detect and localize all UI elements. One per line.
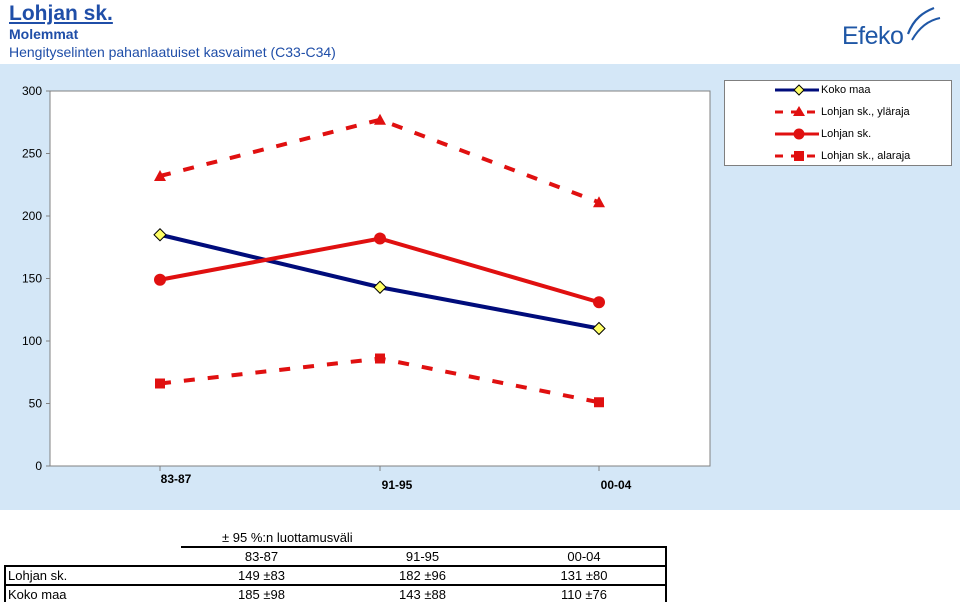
legend-label: Koko maa <box>821 84 871 96</box>
data-point-triangle <box>593 196 605 208</box>
data-point-triangle <box>374 113 386 125</box>
ci-col-header: 91-95 <box>342 546 503 566</box>
ci-cell: 149 ±83 <box>181 565 342 585</box>
data-point-triangle <box>154 170 166 181</box>
ci-cell: 185 ±98 <box>181 584 342 602</box>
data-point-square <box>375 353 385 364</box>
table-row: Lohjan sk. 149 ±83 182 ±96 131 ±80 <box>4 565 667 585</box>
ci-cell: 131 ±80 <box>503 565 667 585</box>
legend-item-koko-maa: Koko maa <box>725 81 953 101</box>
plot-area <box>49 90 711 467</box>
legend-item-lohjan: Lohjan sk. <box>725 125 953 145</box>
series-line-1 <box>159 117 600 205</box>
legend-koko-maa-swatch-icon <box>775 84 819 96</box>
ci-caption: ± 95 %:n luottamusväli <box>222 530 353 545</box>
data-point-diamond <box>592 321 606 336</box>
efeko-logo: Efeko <box>840 4 950 54</box>
data-point-square <box>594 397 604 408</box>
y-tick-label: 150 <box>22 272 42 286</box>
legend-lohjan-swatch-icon <box>775 128 819 140</box>
y-tick-label: 0 <box>35 459 42 473</box>
page-description: Hengityselinten pahanlaatuiset kasvaimet… <box>9 44 336 60</box>
data-point-square <box>155 378 165 389</box>
page-title: Lohjan sk. <box>9 2 113 25</box>
legend-label: Lohjan sk. <box>821 128 872 140</box>
ci-row-label: Lohjan sk. <box>4 565 181 585</box>
data-point-circle <box>593 296 605 309</box>
data-point-circle <box>374 232 386 245</box>
table-row: Koko maa 185 ±98 143 ±88 110 ±76 <box>4 584 667 602</box>
ci-table: 83-87 91-95 00-04 Lohjan sk. 149 ±83 182… <box>4 546 667 602</box>
ci-row-label: Koko maa <box>4 584 181 602</box>
ci-cell: 143 ±88 <box>342 584 503 602</box>
y-tick-label: 100 <box>22 334 42 348</box>
x-tick-label: 91-95 <box>382 478 413 492</box>
legend-ylaraja-swatch-icon <box>775 106 819 116</box>
y-tick-label: 300 <box>22 84 42 98</box>
logo-text: Efeko <box>842 22 904 50</box>
logo-swoosh-icon <box>906 6 941 41</box>
legend-label: Lohjan sk., alaraja <box>821 150 911 162</box>
legend-item-alaraja: Lohjan sk., alaraja <box>725 147 953 167</box>
ci-col-header: 00-04 <box>503 546 667 566</box>
x-tick-label: 83-87 <box>161 472 192 486</box>
ci-table-header: 83-87 91-95 00-04 <box>5 546 667 566</box>
y-tick-label: 200 <box>22 209 42 223</box>
legend-alaraja-swatch-icon <box>775 151 819 161</box>
ci-header-empty <box>5 547 181 566</box>
data-point-diamond <box>373 280 387 294</box>
y-tick-label: 50 <box>29 397 43 411</box>
data-point-diamond <box>153 228 167 242</box>
data-point-circle <box>154 273 166 286</box>
ci-col-header: 83-87 <box>181 546 342 566</box>
page-subtitle: Molemmat <box>9 26 79 42</box>
line-chart: 0 50 100 150 200 250 300 83-87 91-95 00-04 <box>22 84 711 492</box>
y-tick-label: 250 <box>22 147 42 161</box>
x-tick-label: 00-04 <box>601 478 632 492</box>
chart-legend: Koko maa Lohjan sk., yläraja Lohjan sk. … <box>724 80 952 166</box>
ci-cell: 182 ±96 <box>342 565 503 585</box>
ci-cell: 110 ±76 <box>503 584 667 602</box>
legend-label: Lohjan sk., yläraja <box>821 106 910 118</box>
legend-item-ylaraja: Lohjan sk., yläraja <box>725 103 953 123</box>
